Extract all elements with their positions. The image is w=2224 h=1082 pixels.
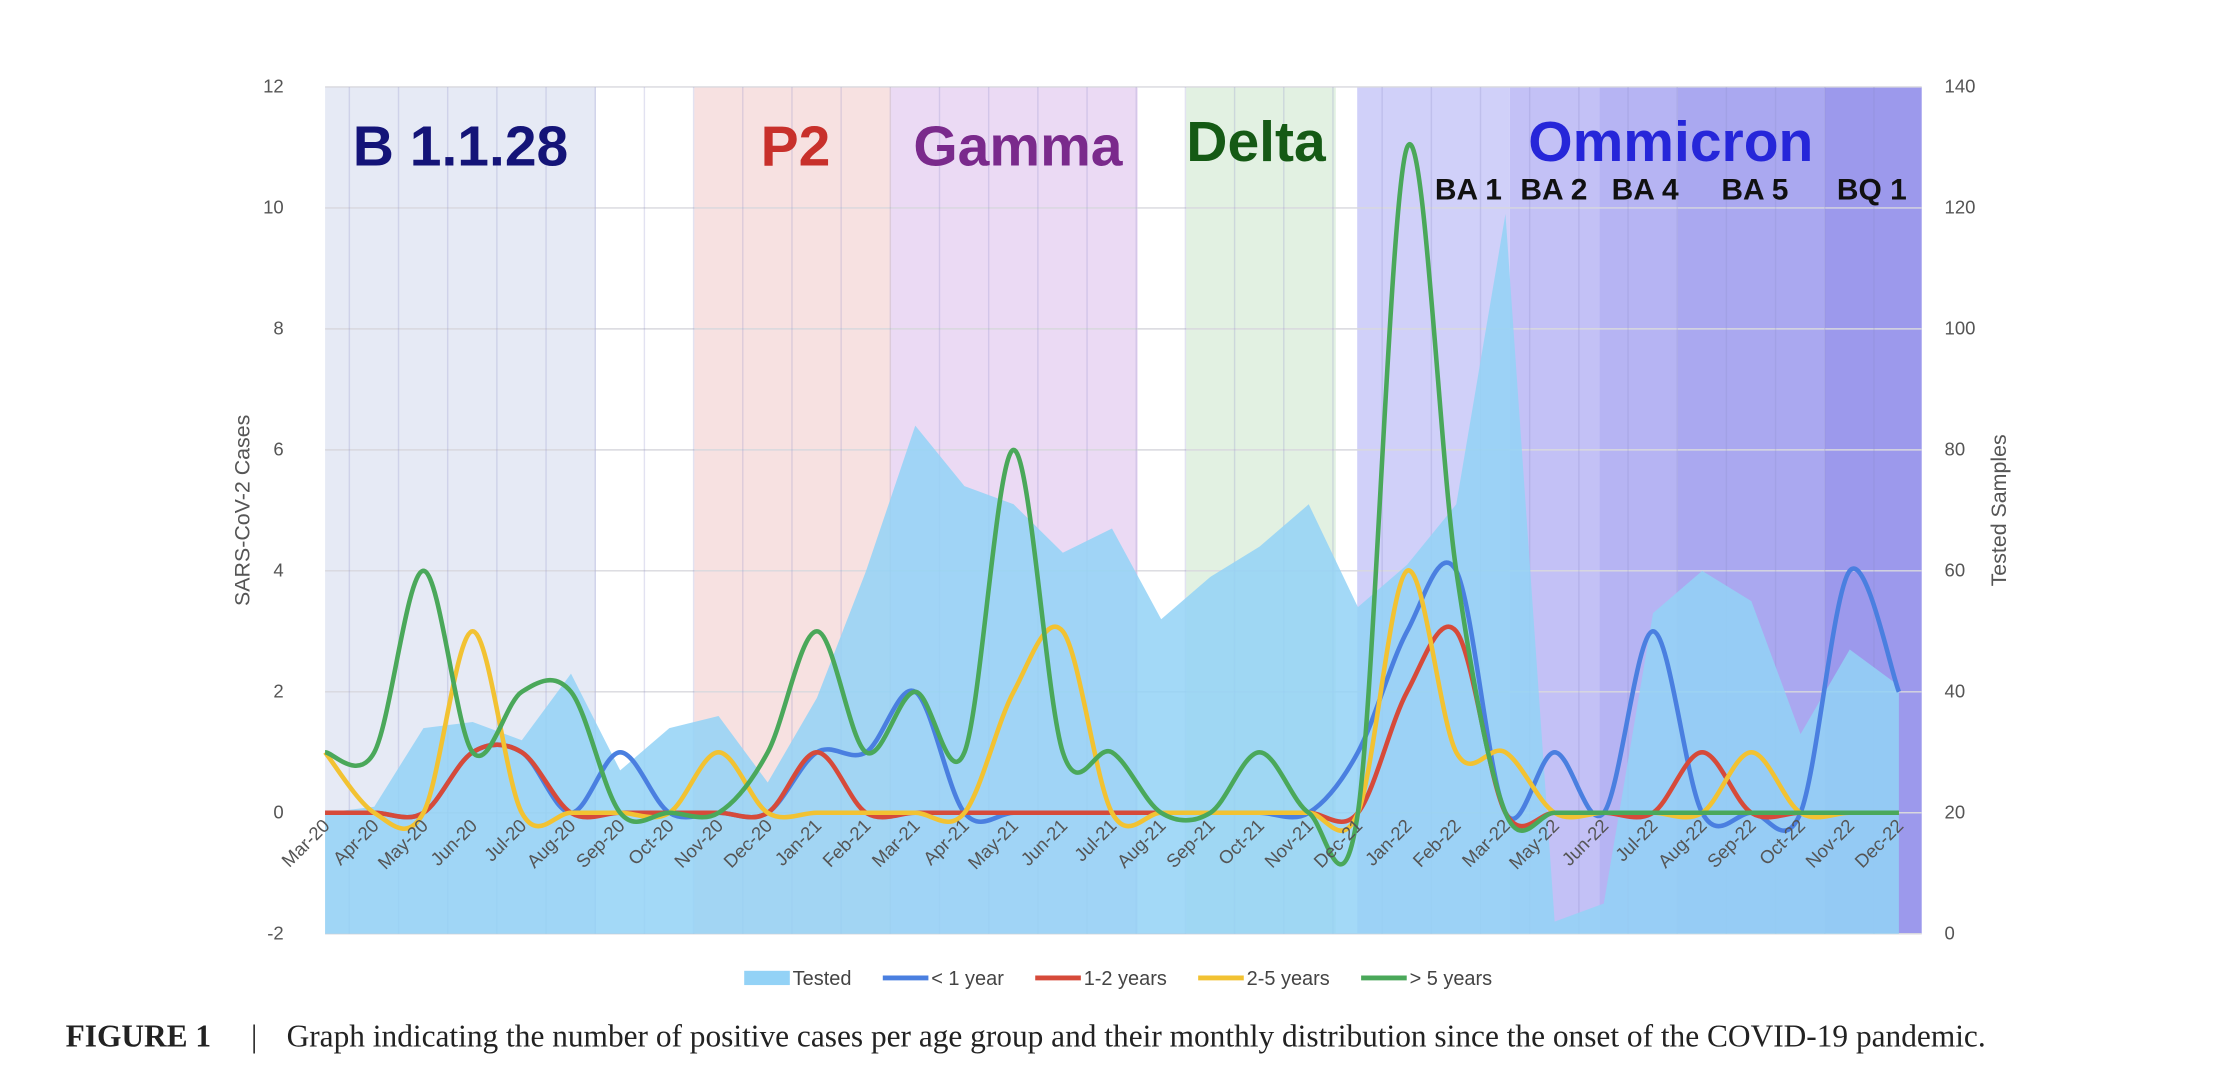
- legend-label: Tested: [793, 968, 852, 990]
- variant-label: BA 4: [1612, 174, 1679, 207]
- y2-tick-label: 120: [1945, 197, 1976, 218]
- y-axis-title: SARS-CoV-2 Cases: [231, 415, 255, 606]
- variant-label: Ommicron: [1528, 110, 1813, 174]
- y2-tick-label: 20: [1945, 801, 1966, 822]
- y2-tick-label: 80: [1945, 439, 1966, 460]
- y2-tick-label: 40: [1945, 681, 1966, 702]
- legend: Tested < 1 year 1-2 years 2-5 years > 5 year…: [744, 968, 1492, 990]
- variant-label: B 1.1.28: [353, 114, 569, 178]
- y-tick-label: -2: [267, 922, 283, 943]
- y-tick-label: 8: [273, 318, 283, 339]
- y-tick-label: 10: [263, 197, 284, 218]
- legend-swatch: [744, 970, 790, 986]
- series-line: [325, 624, 1899, 829]
- plot: [323, 142, 1902, 934]
- y-tick-label: 6: [273, 439, 283, 460]
- variant-label: Delta: [1186, 110, 1327, 174]
- y2-tick-label: 0: [1945, 922, 1955, 943]
- variant-label: Gamma: [913, 114, 1123, 178]
- caption-separator: |: [251, 1018, 257, 1053]
- y-tick-label: 0: [273, 801, 283, 822]
- legend-label: > 5 years: [1410, 968, 1493, 990]
- y-tick-label: 2: [273, 681, 283, 702]
- variant-label: P2: [761, 114, 831, 178]
- variant-label: BA 5: [1721, 174, 1788, 207]
- y-tick-label: 4: [273, 560, 283, 581]
- y-tick-label: 12: [263, 76, 284, 97]
- legend-label: < 1 year: [931, 968, 1004, 990]
- legend-label: 2-5 years: [1247, 968, 1330, 990]
- caption-text: Graph indicating the number of positive …: [287, 1018, 1986, 1053]
- variant-label: BQ 1: [1837, 174, 1907, 207]
- series-line: [324, 142, 1899, 867]
- caption-label: FIGURE 1: [66, 1018, 211, 1053]
- variant-label: BA 2: [1520, 174, 1587, 207]
- y2-tick-label: 60: [1945, 560, 1966, 581]
- variant-label: BA 1: [1435, 174, 1502, 207]
- y2-axis-title: Tested Samples: [1987, 434, 2011, 586]
- y2-tick-label: 100: [1945, 318, 1976, 339]
- legend-label: 1-2 years: [1084, 968, 1167, 990]
- y2-tick-label: 140: [1945, 76, 1976, 97]
